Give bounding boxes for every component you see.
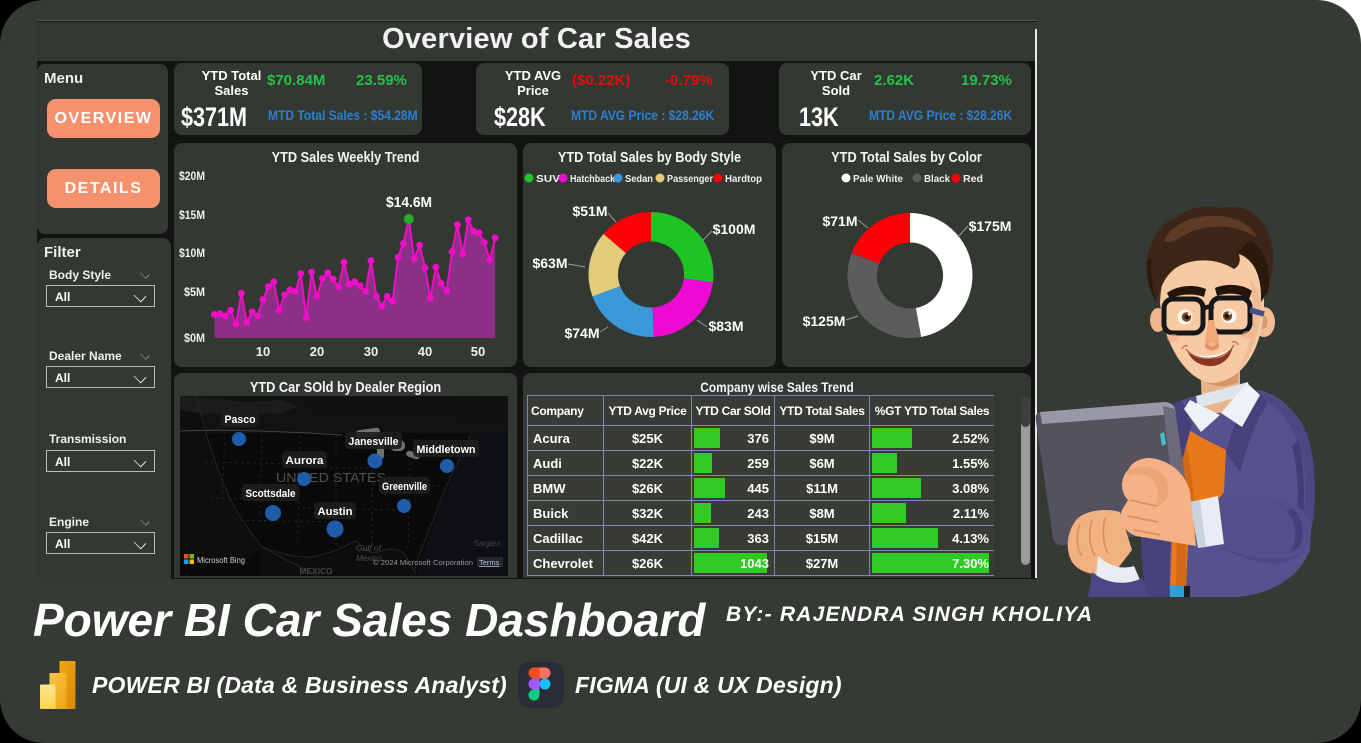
svg-text:Aurora: Aurora [286, 455, 325, 467]
svg-text:$10M: $10M [179, 246, 205, 260]
svg-text:Terms: Terms [479, 558, 500, 567]
svg-text:Red: Red [963, 173, 983, 185]
svg-text:40: 40 [418, 344, 432, 359]
svg-text:SUV: SUV [536, 173, 560, 185]
svg-text:Sargass: Sargass [474, 538, 502, 548]
svg-text:Pale White: Pale White [853, 173, 903, 185]
svg-text:Greenville: Greenville [382, 481, 427, 493]
svg-text:$74M: $74M [564, 325, 599, 341]
svg-text:30: 30 [364, 344, 378, 359]
svg-text:$0M: $0M [184, 331, 205, 345]
svg-text:Black: Black [924, 173, 950, 185]
svg-text:Middletown: Middletown [417, 444, 476, 456]
svg-text:UNITED STATES: UNITED STATES [276, 470, 386, 485]
svg-text:$83M: $83M [708, 318, 743, 334]
svg-text:$63M: $63M [532, 255, 567, 271]
svg-text:Hardtop: Hardtop [725, 173, 762, 185]
svg-text:Hatchback: Hatchback [570, 173, 615, 185]
svg-text:Janesville: Janesville [349, 436, 399, 448]
svg-text:Austin: Austin [318, 506, 353, 518]
svg-text:10: 10 [256, 344, 270, 359]
svg-text:Passenger: Passenger [667, 173, 713, 185]
svg-text:Gulf of: Gulf of [356, 543, 383, 553]
svg-text:Scottsdale: Scottsdale [246, 488, 296, 500]
svg-text:Pasco: Pasco [225, 414, 256, 426]
svg-text:20: 20 [310, 344, 324, 359]
svg-text:$15M: $15M [179, 208, 205, 222]
svg-text:Sedan: Sedan [625, 173, 653, 185]
svg-text:© 2024 Microsoft Corporation: © 2024 Microsoft Corporation [373, 558, 473, 567]
svg-text:$5M: $5M [184, 285, 205, 299]
svg-text:Mexico: Mexico [356, 553, 382, 563]
svg-text:$71M: $71M [822, 213, 857, 229]
svg-text:$20M: $20M [179, 169, 205, 183]
svg-text:MEXICO: MEXICO [300, 566, 333, 576]
svg-text:50: 50 [471, 344, 485, 359]
svg-text:$14.6M: $14.6M [386, 194, 432, 211]
svg-text:$100M: $100M [713, 221, 756, 237]
svg-text:$125M: $125M [803, 313, 846, 329]
svg-text:Microsoft Bing: Microsoft Bing [197, 556, 245, 565]
svg-text:$51M: $51M [572, 203, 607, 219]
svg-text:$175M: $175M [969, 218, 1012, 234]
